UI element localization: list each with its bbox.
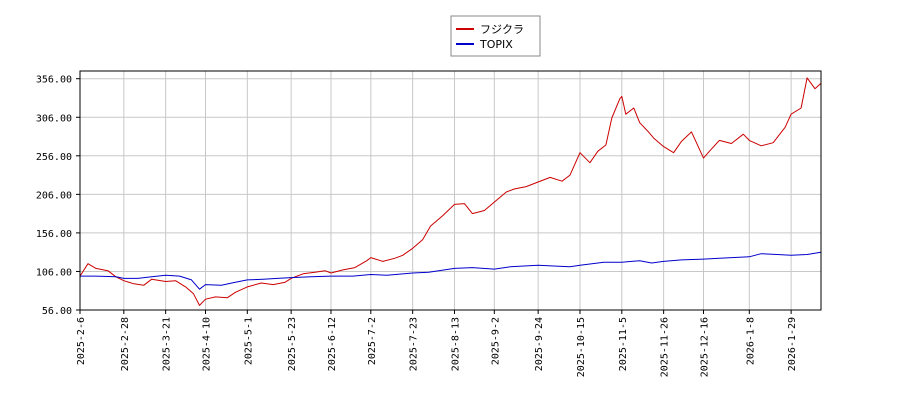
x-tick-label: 2025-11-26 — [660, 317, 671, 377]
x-tick-label: 2025-11-5 — [618, 317, 629, 371]
x-tick-label: 2025-7-23 — [409, 317, 420, 371]
x-tick-label: 2025-7-2 — [367, 317, 378, 365]
y-tick-label: 156.00 — [36, 229, 72, 240]
x-tick-label: 2025-4-10 — [201, 317, 212, 371]
x-tick-label: 2025-3-21 — [162, 317, 173, 371]
y-tick-label: 256.00 — [36, 152, 72, 163]
series-line-topix — [80, 251, 822, 290]
x-tick-label: 2025-6-12 — [327, 317, 338, 371]
x-tick-label: 2025-2-6 — [76, 317, 87, 365]
y-tick-label: 106.00 — [36, 267, 72, 278]
y-tick-label: 56.00 — [42, 306, 72, 317]
legend-box — [450, 15, 541, 57]
x-tick-label: 2025-10-15 — [576, 317, 587, 377]
plot-frame — [79, 70, 822, 311]
x-tick-label: 2026-1-29 — [787, 317, 798, 371]
x-tick-label: 2026-1-8 — [745, 317, 756, 365]
y-tick-label: 306.00 — [36, 113, 72, 124]
legend-label: TOPIX — [479, 38, 513, 51]
series-line-fujikura — [79, 77, 822, 306]
axes: 356.00 306.00 256.00 206.00 156.00 106.00 56.0… — [36, 75, 798, 378]
grid-lines — [79, 71, 821, 311]
legend-label: フジクラ — [480, 23, 524, 36]
x-tick-label: 2025-12-16 — [699, 317, 710, 377]
x-tick-label: 2025-5-1 — [243, 317, 254, 365]
x-tick-label: 2025-9-24 — [534, 317, 545, 371]
y-tick-label: 356.00 — [36, 75, 72, 86]
y-tick-label: 206.00 — [36, 190, 72, 201]
x-tick-label: 2025-5-23 — [287, 317, 298, 371]
legend: フジクラ TOPIX — [450, 15, 541, 57]
x-tick-label: 2025-8-13 — [450, 317, 461, 371]
x-tick-label: 2025-9-2 — [490, 317, 501, 365]
x-tick-label: 2025-2-28 — [120, 317, 131, 371]
series-layer — [79, 77, 822, 306]
